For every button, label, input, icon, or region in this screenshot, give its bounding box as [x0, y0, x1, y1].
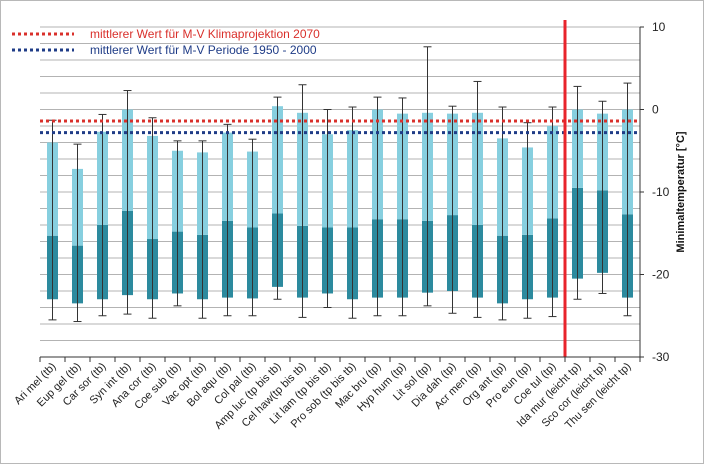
grid-layer — [40, 26, 640, 341]
axis-layer — [39, 26, 644, 362]
y-tick-label: 10 — [652, 20, 666, 34]
y-tick-label: 0 — [652, 103, 659, 117]
legend-label-1950-2000: mittlerer Wert für M-V Periode 1950 - 20… — [90, 43, 317, 57]
y-tick-label: -10 — [652, 185, 670, 199]
whisker-layer — [48, 46, 632, 323]
legend: mittlerer Wert für M-V Klimaprojektion 2… — [12, 27, 320, 57]
reference-line-layer — [40, 20, 640, 357]
y-tick-label: -20 — [652, 268, 670, 282]
legend-label-2070: mittlerer Wert für M-V Klimaprojektion 2… — [90, 27, 320, 41]
y-tick-label: -30 — [652, 350, 670, 364]
y-axis-title: Minimaltemperatur [°C] — [675, 131, 687, 252]
